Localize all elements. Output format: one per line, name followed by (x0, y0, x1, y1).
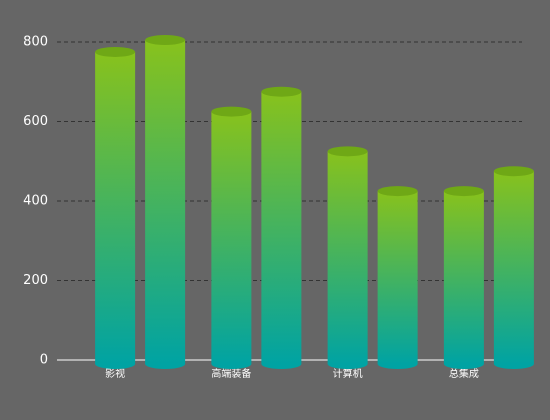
bar (95, 46, 136, 369)
bar (145, 35, 186, 369)
bar-top (443, 186, 484, 197)
x-tick-label: 总集成 (449, 367, 479, 380)
bar-body (95, 51, 136, 364)
bar-body (377, 191, 418, 364)
bar-body (493, 171, 534, 364)
bar (493, 166, 534, 369)
y-tick-label: 200 (23, 273, 48, 288)
bar-top (261, 86, 302, 97)
bar-top (95, 46, 136, 57)
bar-body (261, 91, 302, 364)
bar (377, 186, 418, 369)
x-tick-label: 高端装备 (211, 367, 251, 380)
bar-top (145, 35, 186, 46)
bar (443, 186, 484, 369)
y-tick-label: 400 (23, 194, 48, 209)
x-tick-label: 计算机 (333, 367, 363, 380)
y-tick-label: 600 (23, 114, 48, 129)
y-tick-label: 800 (23, 35, 48, 50)
x-tick-label: 影视 (105, 367, 125, 380)
bar-body (327, 151, 368, 364)
bar-body (443, 191, 484, 364)
bar-body (145, 40, 186, 364)
bar-top (377, 186, 418, 197)
bar (211, 106, 252, 369)
bar-body (211, 111, 252, 364)
bar-top (493, 166, 534, 177)
bar (261, 86, 302, 369)
y-tick-label: 0 (40, 353, 48, 368)
bar (327, 146, 368, 369)
bar-top (327, 146, 368, 157)
bar-top (211, 106, 252, 117)
